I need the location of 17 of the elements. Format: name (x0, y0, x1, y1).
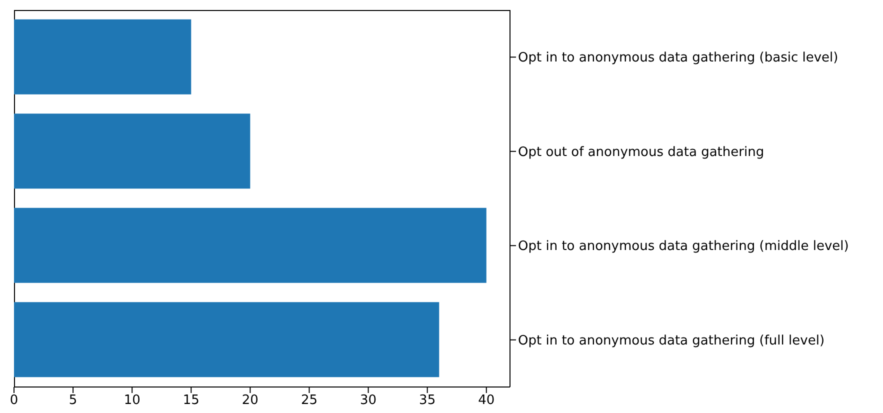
bar (14, 19, 192, 94)
x-tick-label: 40 (478, 393, 495, 408)
x-tick-label: 25 (300, 393, 318, 408)
x-tick-label: 30 (360, 393, 377, 408)
y-tick-label: Opt out of anonymous data gathering (518, 144, 764, 160)
y-tick-label: Opt in to anonymous data gathering (basic level) (518, 50, 838, 66)
bar (14, 302, 440, 378)
x-tick-label: 5 (68, 393, 78, 408)
x-tick-label: 0 (10, 393, 18, 408)
bar (14, 208, 486, 283)
x-tick-label: 10 (124, 393, 140, 408)
x-tick-label: 35 (419, 393, 436, 408)
bar (14, 114, 250, 189)
x-tick-label: 15 (182, 393, 200, 408)
x-tick-label: 20 (242, 393, 258, 408)
y-tick-label: Opt in to anonymous data gathering (full level) (518, 333, 825, 348)
y-tick-label: Opt in to anonymous data gathering (middle level) (518, 239, 849, 254)
